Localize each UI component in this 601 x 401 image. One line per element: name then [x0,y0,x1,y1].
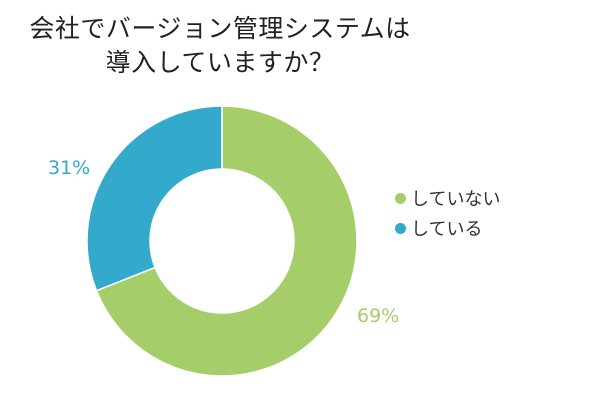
chart-title-line-1: 会社でバージョン管理システムは [29,14,411,43]
donut-slice-not-introduced [95,105,358,377]
chart-title: 会社でバージョン管理システムは 導入していますか？ [20,12,420,80]
legend-label-introduced: している [411,219,483,240]
legend-marker-icon [395,192,406,204]
data-label-not-introduced: 69% [357,305,400,327]
legend-marker-icon [395,222,406,234]
data-label-introduced: 31% [48,157,91,179]
legend-label-not-introduced: していない [411,189,501,210]
donut-slice-introduced [86,105,223,292]
chart-title-line-2: 導入していますか？ [105,48,335,77]
legend-item-not-introduced: していない [395,183,500,213]
chart-legend: していない している [395,183,500,243]
legend-item-introduced: している [395,213,500,243]
